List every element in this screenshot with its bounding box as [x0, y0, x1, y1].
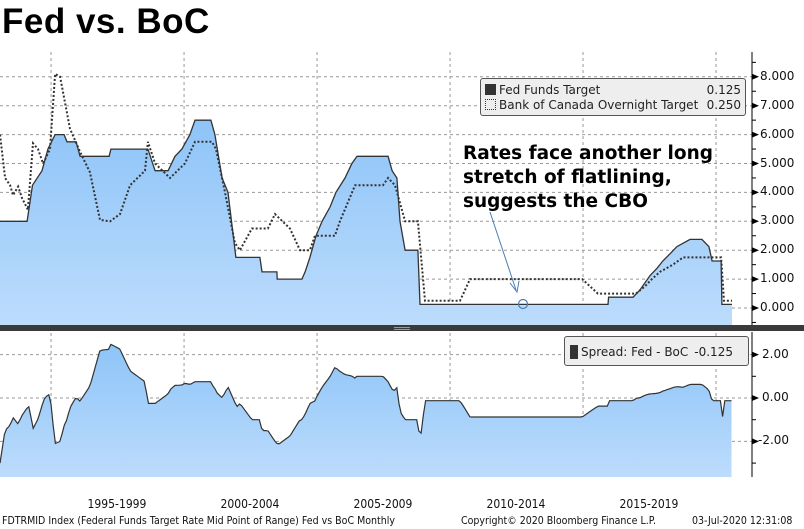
legend-label: Fed Funds Target: [499, 82, 601, 97]
y-tick-label: 4.000: [760, 184, 795, 199]
tick-arrow-icon: [752, 131, 759, 138]
boc-overnight-line: [0, 72, 732, 302]
legend-bottom[interactable]: Spread: Fed - BoC -0.125: [564, 336, 749, 366]
annotation-circle-marker: [517, 298, 529, 310]
y-tick-label: 2.00: [762, 346, 789, 361]
tick-arrow-icon: [752, 73, 759, 80]
fed-funds-area: [0, 120, 732, 325]
arrowhead-icon: [509, 280, 520, 294]
y-tick-label: 3.000: [760, 213, 795, 228]
tick-arrow-icon: [752, 160, 759, 167]
y-tick-label: 2.000: [760, 242, 795, 257]
y-tick-label: 5.000: [760, 155, 795, 170]
annotation-line: stretch of flatlining,: [463, 167, 672, 188]
tick-arrow-icon: [752, 305, 759, 311]
tick-arrow-icon: [752, 189, 759, 196]
legend-value: -0.125: [694, 344, 733, 359]
y-tick-label: 0.000: [760, 300, 795, 314]
legend-value: 0.125: [706, 82, 741, 97]
tick-arrow-icon: [752, 438, 759, 445]
legend-value: 0.250: [706, 97, 741, 112]
solid-swatch-icon: [570, 344, 578, 359]
footer-copyright: Copyright© 2020 Bloomberg Finance L.P.: [461, 514, 656, 527]
footer-source: FDTRMID Index (Federal Funds Target Rate…: [2, 514, 395, 527]
legend-item-boc[interactable]: Bank of Canada Overnight Target 0.250: [485, 97, 741, 112]
annotation-arrow: [489, 211, 517, 291]
chart-title: Fed vs. BoC: [2, 2, 210, 41]
tick-arrow-icon: [752, 276, 759, 283]
annotation-line: suggests the CBO: [463, 191, 648, 212]
spread-area: [0, 344, 732, 477]
y-tick-label: 0.00: [762, 390, 789, 404]
solid-swatch-icon: [485, 84, 496, 95]
y-tick-label: 6.000: [760, 126, 795, 141]
tick-arrow-icon: [752, 351, 759, 358]
tick-arrow-icon: [752, 218, 759, 225]
y-tick-label: -2.00: [758, 433, 790, 448]
x-tick-label: 2015-2019: [619, 497, 679, 511]
tick-arrow-icon: [752, 247, 759, 254]
annotation-line: Rates face another long: [463, 143, 714, 164]
divider-grip-icon: [394, 329, 410, 330]
x-tick-label: 2010-2014: [486, 497, 546, 511]
y-tick-label: 8.000: [760, 68, 795, 83]
y-tick-label: 1.000: [760, 271, 795, 286]
y-tick-label: 7.000: [760, 97, 795, 112]
tick-arrow-icon: [752, 395, 759, 401]
x-tick-label: 2000-2004: [220, 497, 280, 511]
footer-timestamp: 03-Jul-2020 12:31:08: [692, 514, 793, 527]
legend-top[interactable]: Fed Funds Target 0.125 Bank of Canada Ov…: [480, 78, 746, 116]
tick-arrow-icon: [752, 102, 759, 109]
x-tick-label: 1995-1999: [87, 497, 147, 511]
dotted-swatch-icon: [485, 99, 496, 110]
legend-label: Bank of Canada Overnight Target: [499, 97, 699, 112]
spread-line: [0, 343, 732, 464]
legend-item-spread[interactable]: Spread: Fed - BoC -0.125: [570, 344, 743, 359]
annotation-text: Rates face another long stretch of flatl…: [463, 142, 713, 214]
x-tick-label: 2005-2009: [353, 497, 413, 511]
legend-label: Spread: Fed - BoC: [581, 344, 689, 359]
legend-item-fed[interactable]: Fed Funds Target 0.125: [485, 82, 741, 97]
fed-funds-line: [0, 119, 732, 306]
divider-grip-icon: [394, 327, 410, 328]
